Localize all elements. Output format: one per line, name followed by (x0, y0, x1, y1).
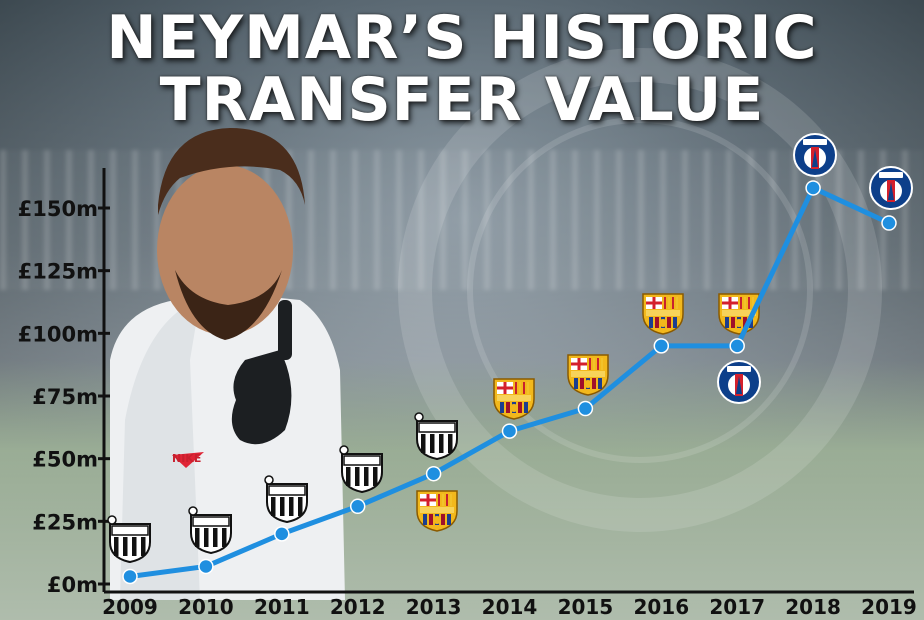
x-tick-label: 2018 (785, 595, 841, 619)
psg-badge-icon (793, 133, 837, 177)
santos-badge-icon (264, 475, 308, 524)
santos-badge-icon (339, 445, 383, 494)
barcelona-badge-icon (718, 293, 760, 335)
y-tick-label: £50m (32, 448, 98, 472)
barcelona-badge-icon (642, 293, 684, 335)
x-tick-label: 2010 (178, 595, 234, 619)
x-tick-label: 2011 (254, 595, 310, 619)
y-tick: £25m (32, 510, 110, 534)
data-point (729, 338, 745, 354)
data-point (349, 498, 366, 515)
title-line-2: TRANSFER VALUE (159, 65, 765, 135)
y-tick: £75m (32, 385, 110, 409)
data-point (805, 180, 821, 196)
data-point (274, 526, 290, 542)
santos-badge-icon (188, 506, 232, 555)
y-tick: £125m (18, 260, 110, 284)
barcelona-badge-icon (493, 378, 535, 420)
x-tick-label: 2015 (558, 595, 614, 619)
x-tick-label: 2013 (406, 595, 462, 619)
y-tick-label: £125m (18, 260, 98, 284)
y-tick: £50m (32, 448, 110, 472)
y-tick-label: £0m (47, 573, 98, 597)
y-tick-label: £100m (18, 322, 98, 346)
x-tick-label: 2017 (709, 595, 765, 619)
data-point (122, 568, 138, 585)
data-point (881, 215, 897, 231)
y-tick: £150m (18, 197, 110, 221)
y-tick-label: £150m (18, 197, 98, 221)
data-point (425, 465, 442, 482)
svg-text:NIKE: NIKE (172, 452, 201, 465)
psg-watermark-icon (398, 48, 882, 532)
x-tick-label: 2016 (633, 595, 689, 619)
barcelona-badge-icon (567, 354, 609, 396)
santos-badge-icon (107, 515, 151, 564)
x-tick-label: 2012 (330, 595, 386, 619)
title-line-1: NEYMAR’S HISTORIC (106, 3, 818, 73)
data-point (198, 558, 214, 575)
psg-badge-icon (717, 360, 761, 404)
x-tick-label: 2009 (102, 595, 158, 619)
y-tick-label: £25m (32, 510, 98, 534)
x-tick-label: 2019 (861, 595, 917, 619)
psg-badge-icon (869, 166, 913, 210)
santos-badge-icon (414, 412, 458, 461)
data-point (501, 423, 518, 439)
barcelona-badge-icon (416, 490, 458, 532)
data-point (577, 400, 594, 417)
y-tick: £100m (18, 322, 110, 346)
x-tick-label: 2014 (482, 595, 538, 619)
y-tick-label: £75m (32, 385, 98, 409)
data-point (653, 338, 670, 354)
y-tick: £0m (47, 573, 110, 597)
